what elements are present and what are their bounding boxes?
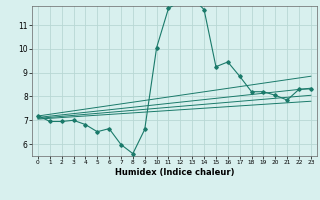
X-axis label: Humidex (Indice chaleur): Humidex (Indice chaleur) bbox=[115, 168, 234, 177]
